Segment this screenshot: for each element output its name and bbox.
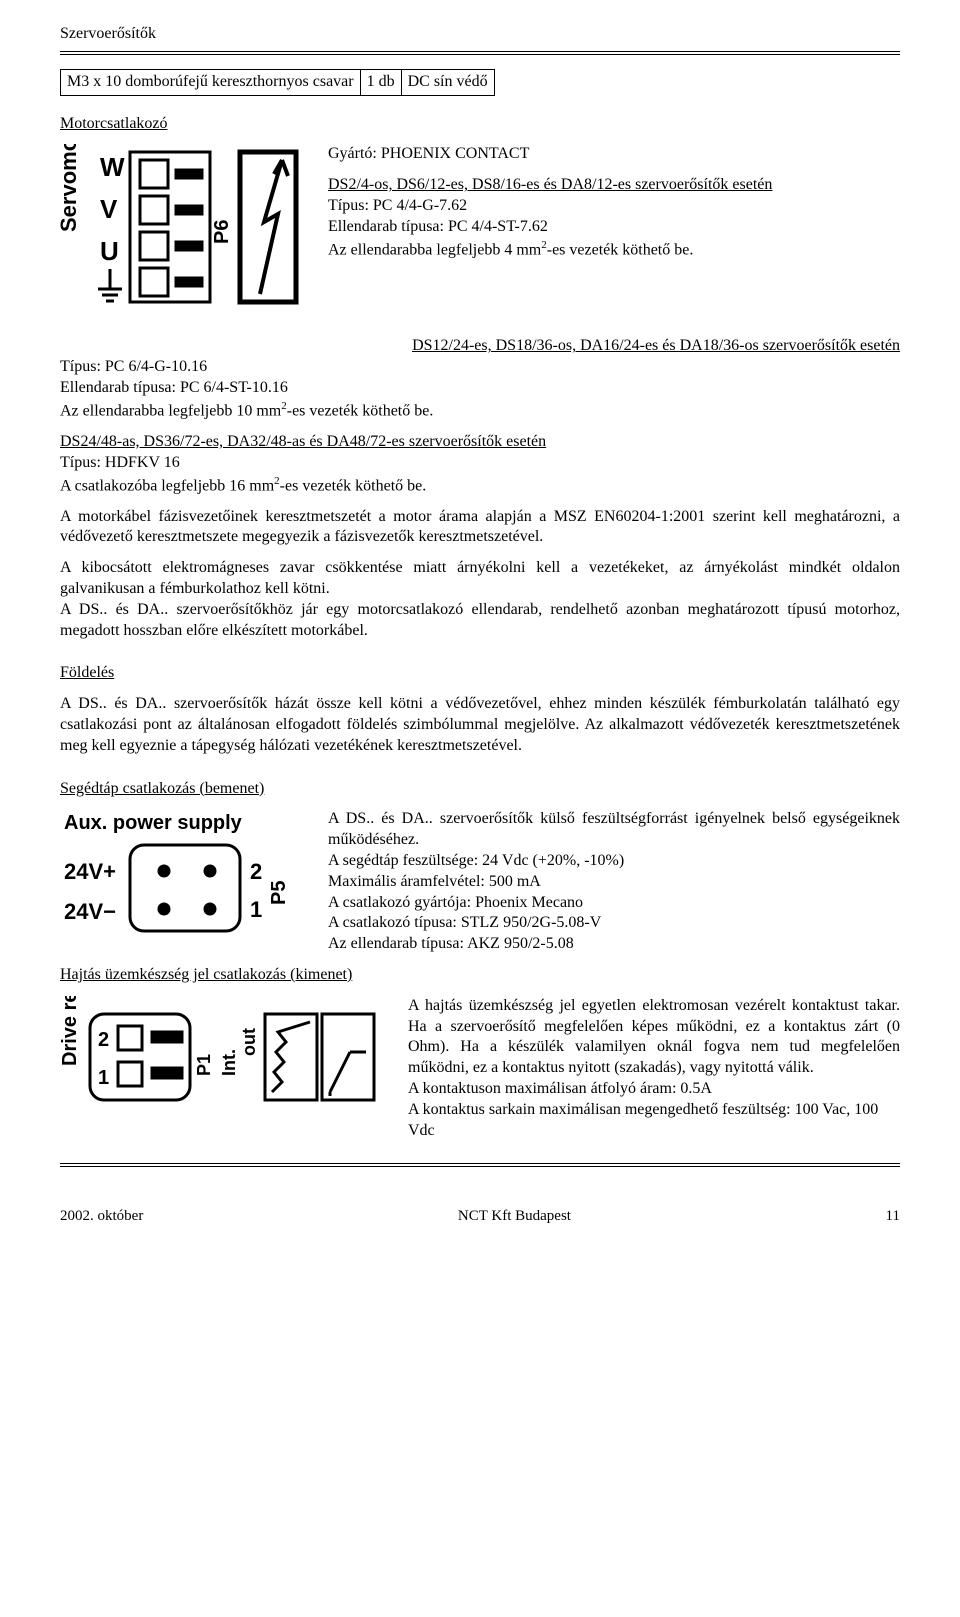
paragraph-msz: A motorkábel fázisvezetőinek keresztmets… bbox=[60, 507, 900, 549]
svg-text:24V+: 24V+ bbox=[64, 859, 116, 884]
svg-text:2: 2 bbox=[250, 859, 262, 884]
hdfkv-block: DS24/48-as, DS36/72-es, DA32/48-as és DA… bbox=[60, 432, 900, 497]
drive-p2: A kontaktuson maximálisan átfolyó áram: … bbox=[408, 1079, 900, 1100]
servomotor-diagram: Servomotor W V U bbox=[60, 144, 310, 314]
svg-text:W: W bbox=[100, 152, 125, 182]
svg-text:2: 2 bbox=[98, 1029, 109, 1051]
aux-p2: A segédtáp feszültsége: 24 Vdc (+20%, -1… bbox=[328, 851, 900, 872]
footer-org: NCT Kft Budapest bbox=[458, 1207, 571, 1227]
section-title-drive: Hajtás üzemkészség jel csatlakozás (kime… bbox=[60, 965, 900, 986]
counter-line-2: Ellendarab típusa: PC 6/4-ST-10.16 bbox=[60, 378, 900, 399]
footer-rule bbox=[60, 1163, 900, 1167]
svg-text:U: U bbox=[100, 236, 119, 266]
counter-line: Ellendarab típusa: PC 4/4-ST-7.62 bbox=[328, 217, 900, 238]
svg-text:Int.: Int. bbox=[219, 1049, 239, 1076]
aux-row: Aux. power supply 24V+ 24V− 2 1 P5 A DS.… bbox=[60, 809, 900, 955]
svg-text:Aux. power supply: Aux. power supply bbox=[64, 812, 243, 834]
table-cell: DC sín védő bbox=[401, 69, 494, 95]
drive-p1: A hajtás üzemkészség jel egyetlen elektr… bbox=[408, 996, 900, 1079]
svg-text:1: 1 bbox=[98, 1067, 109, 1089]
motor-row: Servomotor W V U bbox=[60, 144, 900, 314]
type-line-2: Típus: PC 6/4-G-10.16 bbox=[60, 357, 900, 378]
models-line: DS2/4-os, DS6/12-es, DS8/16-es és DA8/12… bbox=[328, 175, 900, 196]
svg-text:P6: P6 bbox=[211, 220, 233, 244]
aux-p4: A csatlakozó gyártója: Phoenix Mecano bbox=[328, 893, 900, 914]
wire-line-2: Az ellendarabba legfeljebb 10 mm2-es vez… bbox=[60, 399, 900, 422]
page-header: Szervoerősítők bbox=[60, 24, 900, 55]
svg-text:Servomotor: Servomotor bbox=[60, 144, 81, 232]
svg-text:1: 1 bbox=[250, 897, 262, 922]
models-line-3: DS24/48-as, DS36/72-es, DA32/48-as és DA… bbox=[60, 432, 900, 453]
aux-p5: A csatlakozó típusa: STLZ 950/2G-5.08-V bbox=[328, 913, 900, 934]
doc-title: Szervoerősítők bbox=[60, 24, 900, 45]
svg-text:out: out bbox=[239, 1028, 259, 1056]
wire-line-3: A csatlakozóba legfeljebb 16 mm2-es veze… bbox=[60, 474, 900, 497]
footer-page: 11 bbox=[886, 1207, 900, 1227]
page-footer: 2002. október NCT Kft Budapest 11 bbox=[60, 1207, 900, 1227]
footer-date: 2002. október bbox=[60, 1207, 143, 1227]
type-line: Típus: PC 4/4-G-7.62 bbox=[328, 196, 900, 217]
pc6-block: DS12/24-es, DS18/36-os, DA16/24-es és DA… bbox=[60, 336, 900, 422]
aux-p6: Az ellendarab típusa: AKZ 950/2-5.08 bbox=[328, 934, 900, 955]
aux-p3: Maximális áramfelvétel: 500 mA bbox=[328, 872, 900, 893]
table-cell: 1 db bbox=[360, 69, 401, 95]
svg-text:P1: P1 bbox=[194, 1054, 214, 1076]
motor-text: Gyártó: PHOENIX CONTACT DS2/4-os, DS6/12… bbox=[328, 144, 900, 260]
header-rule bbox=[60, 51, 900, 55]
section-title-motor: Motorcsatlakozó bbox=[60, 114, 900, 135]
svg-text:P5: P5 bbox=[268, 881, 290, 905]
table-cell: M3 x 10 domborúfejű kereszthornyos csava… bbox=[61, 69, 361, 95]
screw-table: M3 x 10 domborúfejű kereszthornyos csava… bbox=[60, 69, 495, 96]
drive-diagram: Drive ready 2 1 P1 Int. out bbox=[60, 996, 390, 1116]
svg-text:V: V bbox=[100, 194, 118, 224]
paragraph-cable: A DS.. és DA.. szervoerősítőkhöz jár egy… bbox=[60, 600, 900, 642]
drive-row: Drive ready 2 1 P1 Int. out bbox=[60, 996, 900, 1142]
maker-line: Gyártó: PHOENIX CONTACT bbox=[328, 144, 900, 165]
section-title-aux: Segédtáp csatlakozás (bemenet) bbox=[60, 779, 900, 800]
aux-diagram: Aux. power supply 24V+ 24V− 2 1 P5 bbox=[60, 809, 310, 939]
ground-para: A DS.. és DA.. szervoerősítők házát össz… bbox=[60, 694, 900, 756]
models-line-2: DS12/24-es, DS18/36-os, DA16/24-es és DA… bbox=[60, 336, 900, 357]
type-line-3: Típus: HDFKV 16 bbox=[60, 453, 900, 474]
aux-p1: A DS.. és DA.. szervoerősítők külső fesz… bbox=[328, 809, 900, 851]
wire-line: Az ellendarabba legfeljebb 4 mm2-es veze… bbox=[328, 238, 900, 261]
svg-text:24V−: 24V− bbox=[64, 899, 116, 924]
drive-p3: A kontaktus sarkain maximálisan megenged… bbox=[408, 1100, 900, 1142]
aux-text: A DS.. és DA.. szervoerősítők külső fesz… bbox=[328, 809, 900, 955]
svg-text:Drive ready: Drive ready bbox=[60, 996, 81, 1066]
drive-text: A hajtás üzemkészség jel egyetlen elektr… bbox=[408, 996, 900, 1142]
section-title-ground: Földelés bbox=[60, 663, 900, 684]
paragraph-emc: A kibocsátott elektromágneses zavar csök… bbox=[60, 558, 900, 600]
